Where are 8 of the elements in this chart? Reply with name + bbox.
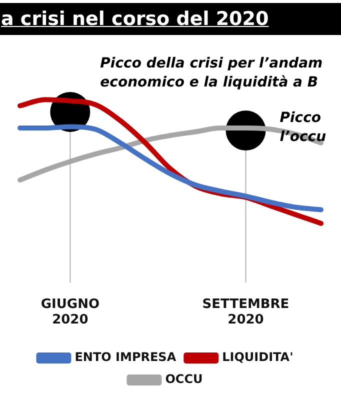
- annotation: Picco l’occu: [280, 110, 326, 146]
- legend-label: ENTO IMPRESA: [74, 350, 177, 364]
- legend-label: OCCU: [165, 372, 203, 386]
- chart-title: a crisi nel corso del 2020: [1, 8, 269, 30]
- x-tick-label: GIUGNO 2020: [40, 296, 100, 328]
- legend-label: LIQUIDITA': [222, 350, 294, 364]
- annotation: Picco della crisi per l’andam economico e la liquidità a B: [100, 56, 323, 91]
- x-tick-label: SETTEMBRE 2020: [202, 296, 290, 328]
